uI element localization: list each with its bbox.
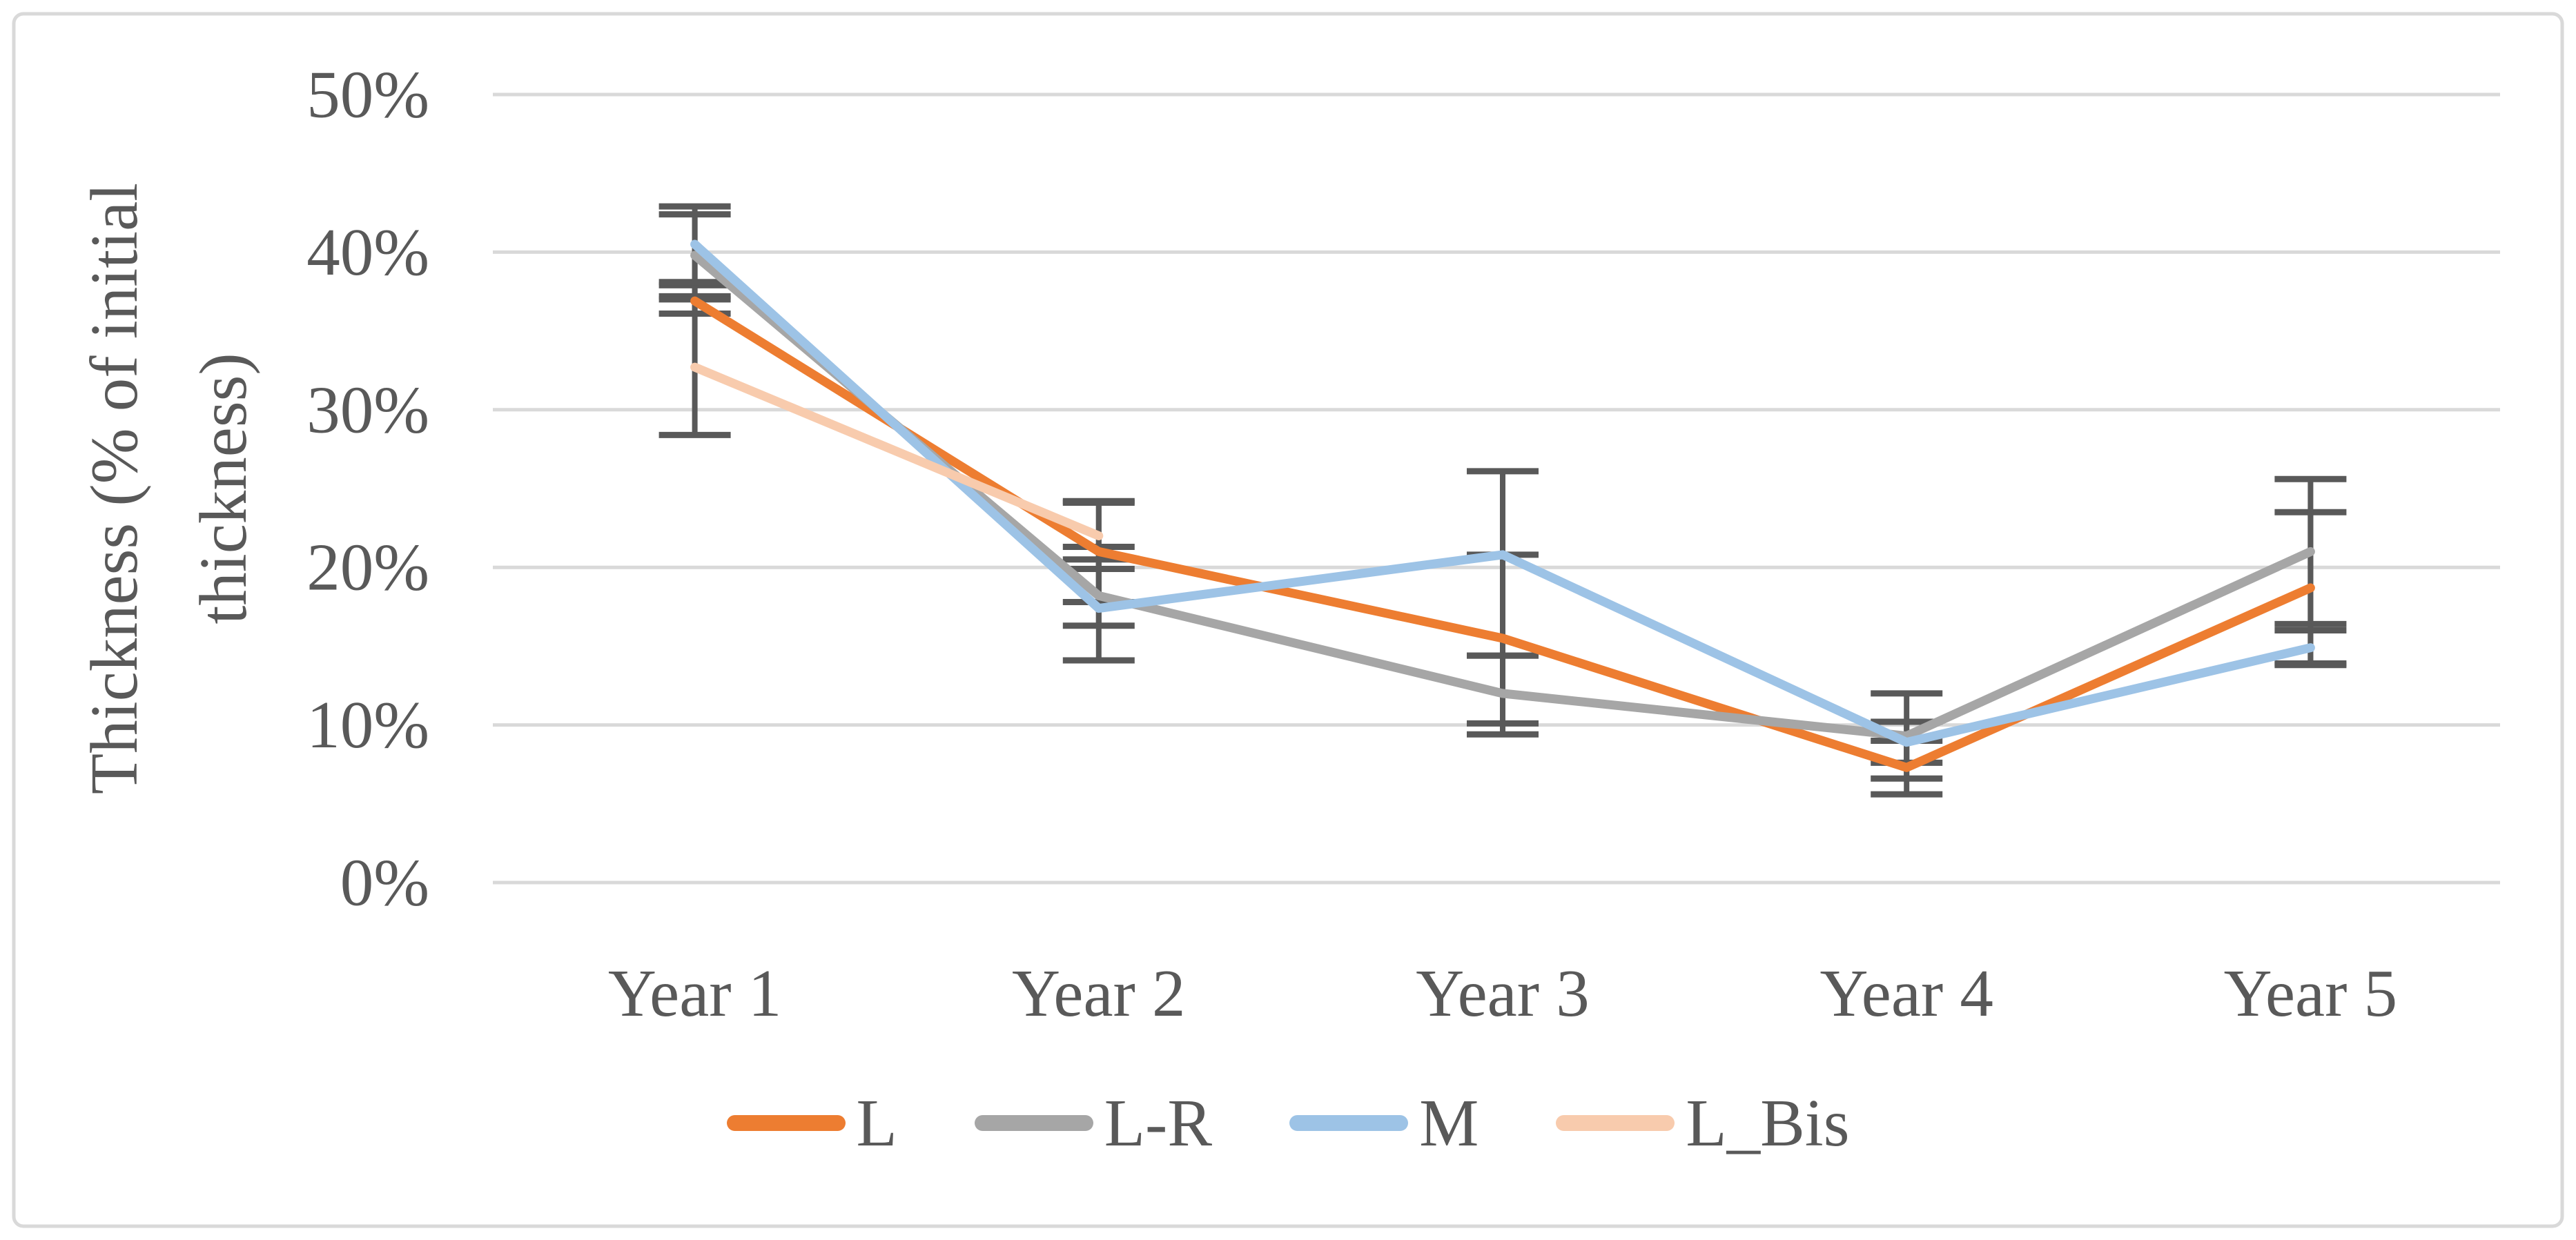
x-axis-label: Year 4 [1819, 956, 1993, 1030]
series-line-L_Bis [690, 362, 1104, 540]
x-axis-label: Year 3 [1416, 956, 1590, 1030]
chart-border [12, 12, 2564, 1228]
y-tick-label: 50% [306, 58, 429, 132]
series-line-M [690, 239, 2315, 747]
legend-label: L-R [1104, 1085, 1213, 1160]
legend-item-L: L [726, 1085, 897, 1161]
y-tick-label: 20% [306, 531, 429, 604]
y-tick-label: 0% [340, 846, 429, 920]
y-tick-label: 10% [306, 688, 429, 762]
y-axis-title-line-2: thickness) [186, 353, 260, 624]
y-axis-title-line-1: Thickness (% of initial [77, 182, 151, 795]
legend-swatch-M [1289, 1114, 1409, 1131]
x-axis-label: Year 1 [608, 956, 782, 1030]
legend: L L-R M L_Bis [0, 1078, 2576, 1168]
y-axis-tick-labels: 0% 10% 20% 30% 40% 50% [306, 58, 429, 920]
y-tick-label: 30% [306, 373, 429, 446]
x-axis-tick-labels: Year 1 Year 2 Year 3 Year 4 Year 5 [608, 956, 2397, 1030]
error-bars [658, 203, 2347, 798]
legend-label: L [856, 1085, 897, 1160]
gridlines [493, 92, 2500, 885]
legend-swatch-L_Bis [1556, 1114, 1675, 1131]
legend-item-L-R: L-R [974, 1085, 1213, 1161]
legend-item-M: M [1289, 1085, 1479, 1161]
x-axis-label: Year 5 [2224, 956, 2398, 1030]
legend-swatch-L [726, 1114, 846, 1131]
legend-swatch-L-R [974, 1114, 1093, 1131]
y-tick-label: 40% [306, 215, 429, 289]
legend-label: L_Bis [1686, 1085, 1850, 1160]
y-axis-title: Thickness (% of initial thickness) [60, 183, 278, 794]
legend-item-L_Bis: L_Bis [1556, 1085, 1849, 1161]
x-axis-label: Year 2 [1012, 956, 1186, 1030]
series-lines [690, 239, 2315, 772]
legend-label: M [1419, 1085, 1479, 1160]
